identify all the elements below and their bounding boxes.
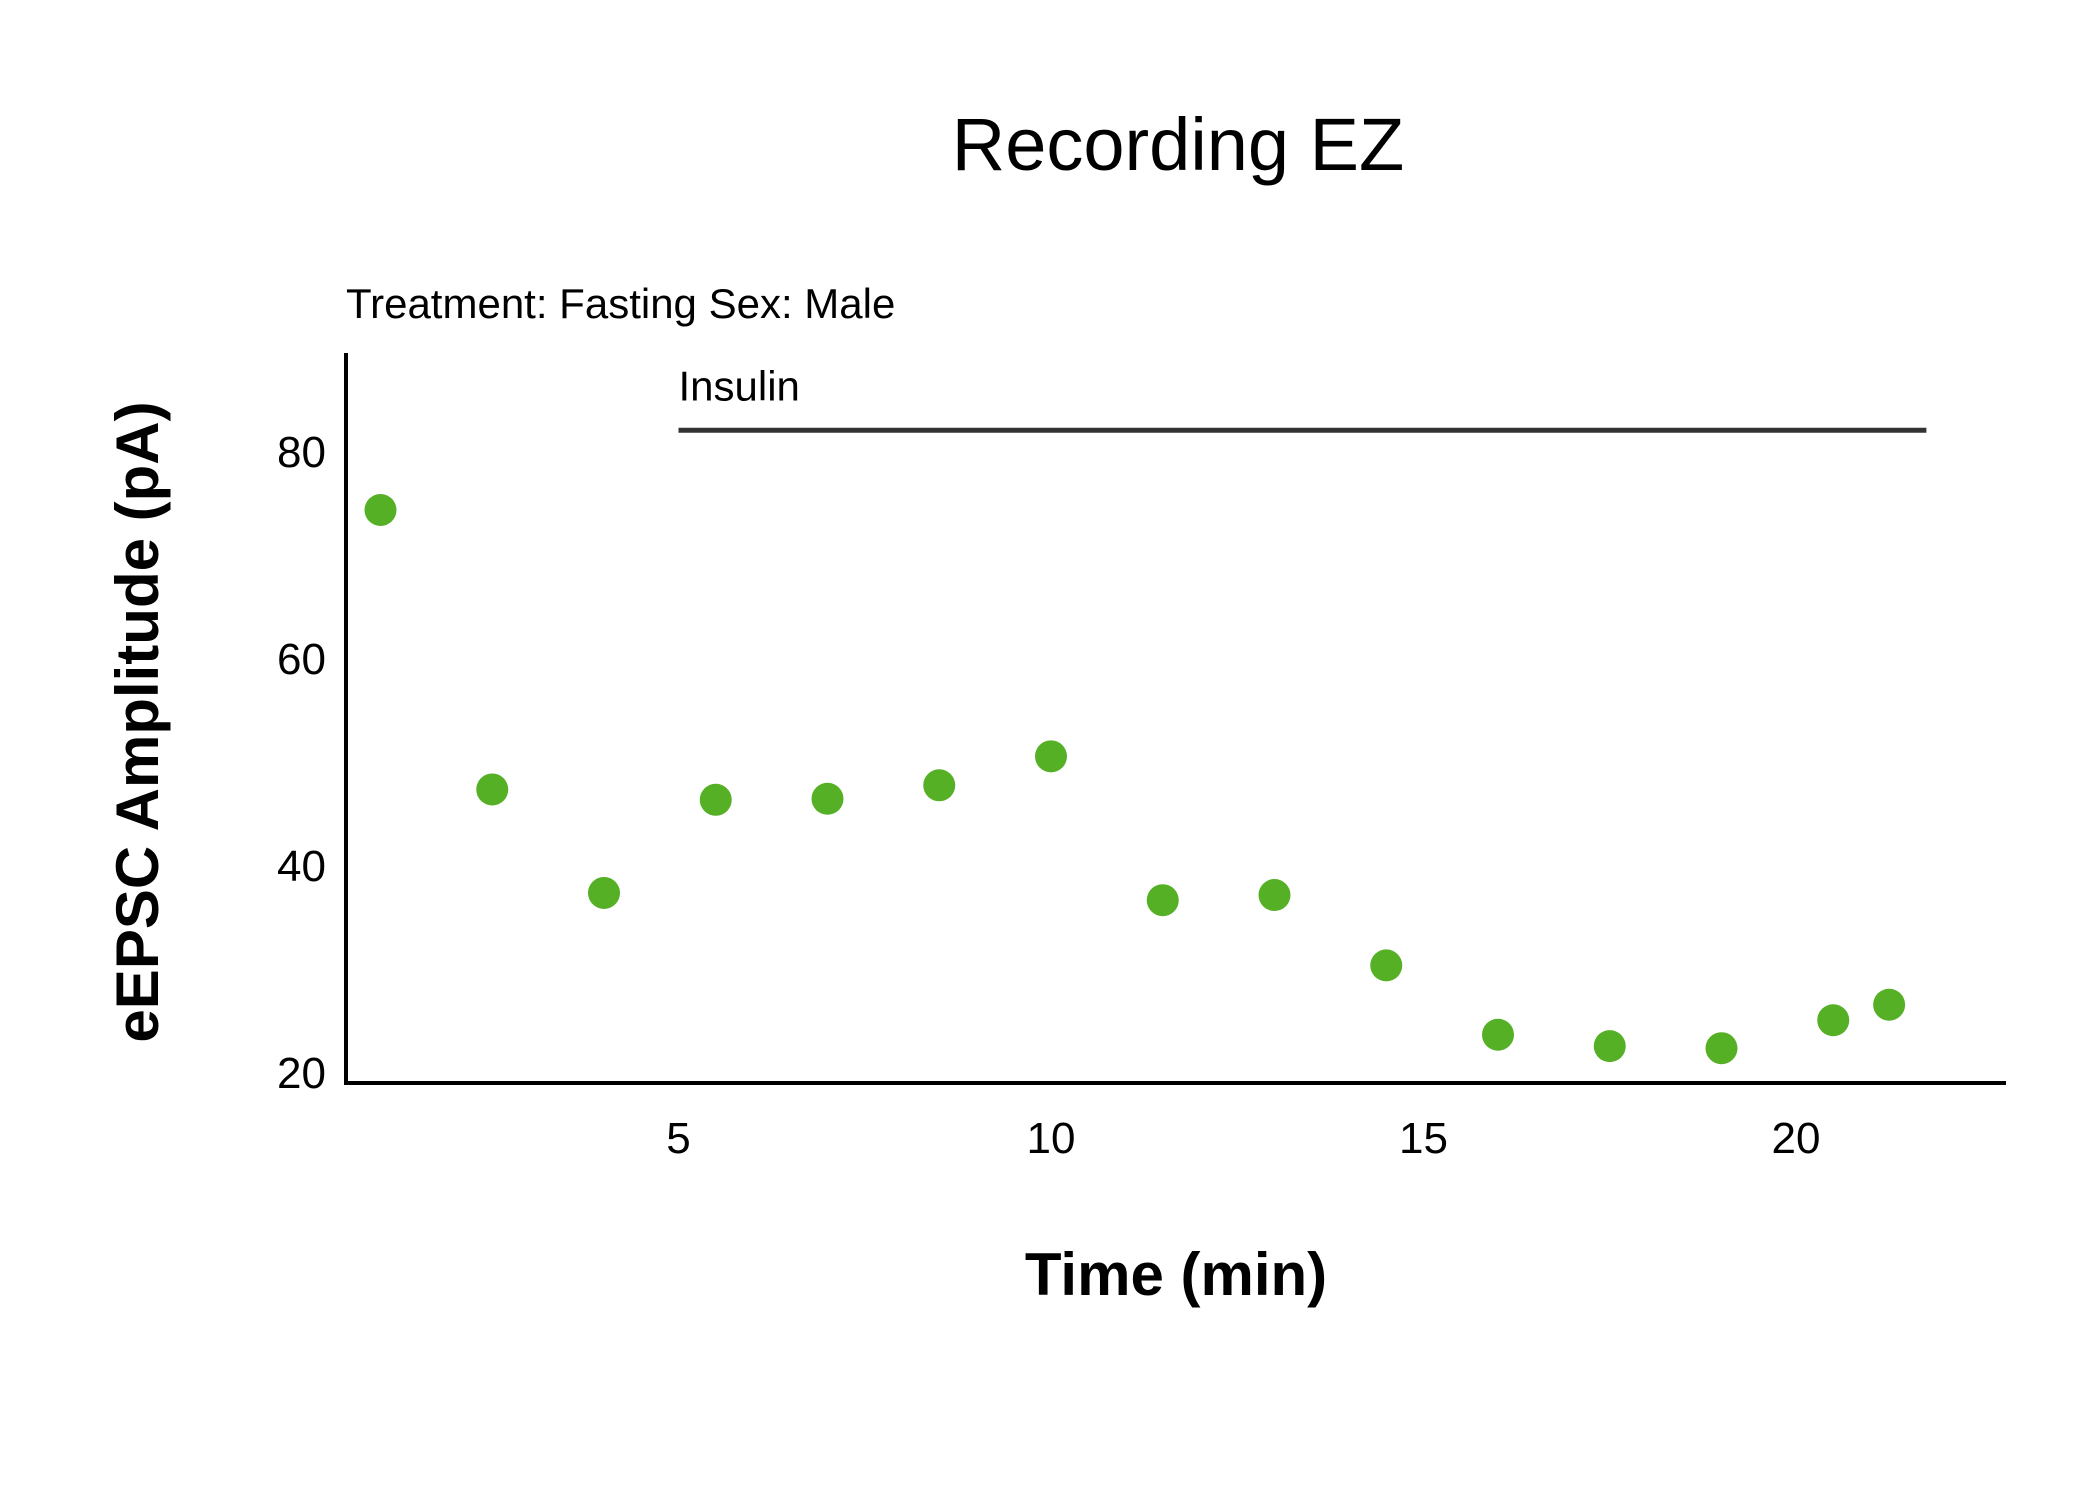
data-point [699, 783, 732, 816]
chart-subtitle: Treatment: Fasting Sex: Male [346, 280, 895, 327]
data-point [364, 493, 397, 526]
data-point [1370, 949, 1403, 982]
x-tick-label: 15 [1399, 1114, 1448, 1163]
plot-area: 5 10 15 20 20 40 60 80 Insulin [277, 353, 2006, 1163]
y-tick-label: 20 [277, 1049, 326, 1098]
data-point [1146, 884, 1179, 917]
data-point [1258, 879, 1291, 912]
y-tick-label: 60 [277, 635, 326, 684]
y-tick-label: 40 [277, 842, 326, 891]
x-tick-label: 10 [1027, 1114, 1076, 1163]
y-tick-label: 80 [277, 428, 326, 477]
data-point [1705, 1032, 1738, 1065]
data-point [811, 782, 844, 815]
chart-title: Recording EZ [952, 103, 1404, 186]
x-tick-label: 20 [1772, 1114, 1821, 1163]
data-point [1035, 740, 1067, 773]
data-point [1593, 1030, 1626, 1063]
data-point [476, 773, 509, 806]
data-point [1873, 988, 1906, 1021]
data-point [588, 876, 620, 909]
x-tick-label: 5 [666, 1114, 690, 1163]
y-axis-label: eEPSC Amplitude (pA) [104, 401, 171, 1042]
data-point [1817, 1004, 1850, 1037]
data-point [1482, 1018, 1514, 1051]
data-point [923, 769, 956, 802]
x-axis-label: Time (min) [1025, 1241, 1327, 1308]
annotation-label: Insulin [679, 362, 800, 409]
